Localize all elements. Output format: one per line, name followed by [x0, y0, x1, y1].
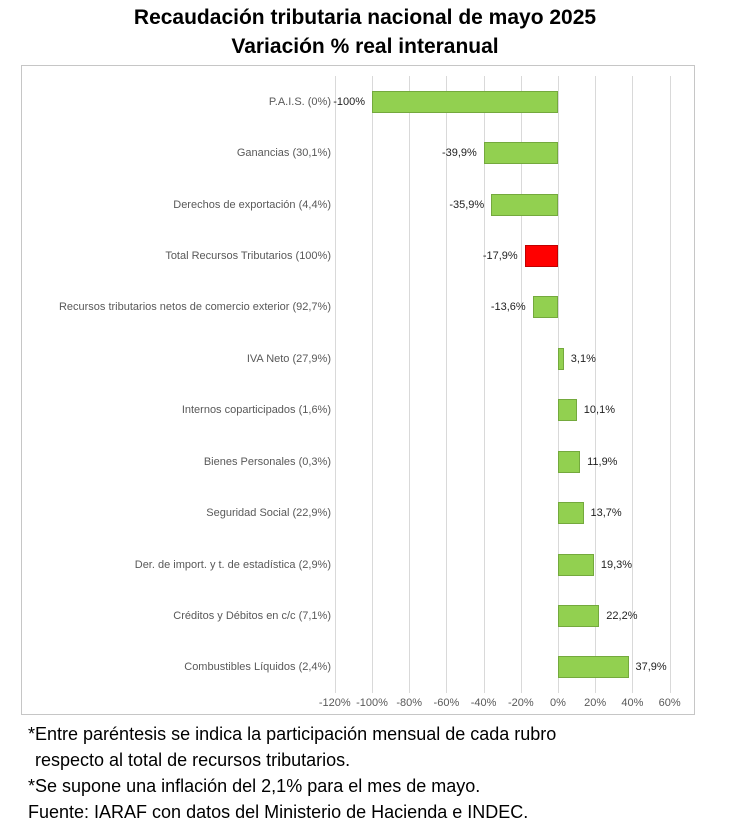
bar: [372, 90, 558, 113]
category-label: Internos coparticipados (1,6%): [181, 404, 331, 417]
gridline: [334, 76, 336, 693]
gridline: [483, 76, 485, 693]
page-title-line2: Variación % real interanual: [231, 35, 499, 58]
bar: [558, 399, 577, 422]
value-label: -35,9%: [449, 198, 485, 211]
footnote-participation-line2: respecto al total de recursos tributario…: [35, 750, 351, 770]
category-label: Derechos de exportación (4,4%): [173, 198, 331, 211]
footnotes: *Entre paréntesis se indica la participa…: [28, 721, 556, 825]
gridline: [558, 76, 559, 693]
category-label: Total Recursos Tributarios (100%): [165, 250, 331, 262]
footnote-inflation: *Se supone una inflación del 2,1% para e…: [28, 776, 481, 796]
x-axis-tick-label: -120%: [318, 697, 351, 709]
value-label: -39,9%: [441, 147, 477, 160]
bar: [558, 347, 564, 370]
page-title-line1: Recaudación tributaria nacional de mayo …: [133, 6, 597, 29]
x-axis-tick-label: -100%: [356, 697, 388, 709]
value-label: 37,9%: [635, 661, 667, 674]
bar: [558, 502, 584, 524]
bar: [532, 296, 558, 319]
value-label: 22,2%: [606, 609, 638, 622]
category-label: Combustibles Líquidos (2,4%): [184, 661, 331, 674]
bar: [491, 193, 558, 216]
value-label: -13,6%: [490, 301, 526, 314]
x-axis-tick-label: -20%: [507, 697, 534, 709]
gridline: [520, 76, 522, 693]
value-label: 3,1%: [570, 352, 596, 365]
gridline: [446, 76, 448, 693]
gridline: [669, 76, 671, 693]
category-label: Créditos y Débitos en c/c (7,1%): [173, 609, 331, 622]
x-axis-tick-label: -60%: [433, 697, 460, 709]
gridline: [595, 76, 597, 693]
category-label: Seguridad Social (22,9%): [206, 507, 331, 519]
value-label: 13,7%: [590, 507, 622, 519]
category-label: P.A.I.S. (0%): [268, 95, 331, 108]
value-label: 19,3%: [600, 558, 633, 571]
category-label: Ganancias (30,1%): [236, 147, 331, 160]
x-axis-tick-label: 0%: [550, 697, 566, 709]
gridline: [409, 76, 411, 693]
x-axis-tick-label: 40%: [621, 697, 644, 709]
footnote-participation-line1: *Entre paréntesis se indica la participa…: [28, 724, 557, 744]
value-label: -17,9%: [482, 250, 518, 262]
bar: [558, 656, 629, 679]
bar: [558, 553, 594, 576]
gridline: [632, 76, 634, 693]
bar: [558, 604, 600, 627]
bar: [483, 142, 558, 165]
category-label: Bienes Personales (0,3%): [203, 455, 331, 468]
category-label: Recursos tributarios netos de comercio e…: [58, 301, 331, 314]
value-label: -100%: [333, 95, 365, 108]
x-axis-tick-label: 60%: [658, 697, 681, 709]
x-axis-tick-label: -80%: [396, 697, 423, 709]
bar: [524, 245, 558, 267]
gridline: [372, 76, 373, 693]
page-title: Recaudación tributaria nacional de mayo …: [0, 3, 730, 61]
category-label: IVA Neto (27,9%): [246, 352, 331, 365]
value-label: 11,9%: [587, 455, 618, 468]
bar: [558, 450, 581, 473]
category-label: Der. de import. y t. de estadística (2,9…: [134, 558, 331, 571]
footnote-source: Fuente: IARAF con datos del Ministerio d…: [28, 802, 529, 822]
x-axis-tick-label: -40%: [470, 697, 497, 709]
bar-chart: -120% -100% -80% -60% -40% -20% 0% 20% 40% 60% P.A…: [21, 65, 695, 715]
value-label: 10,1%: [583, 404, 615, 417]
x-axis-tick-label: 20%: [584, 697, 607, 709]
